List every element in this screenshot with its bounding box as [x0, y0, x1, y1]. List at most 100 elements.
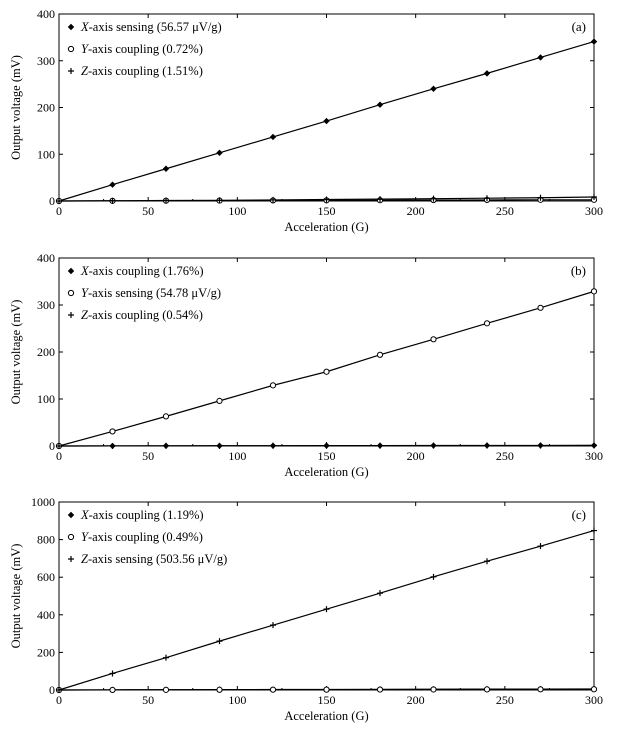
legend-marker-z [68, 68, 74, 74]
y-tick-label: 800 [37, 533, 55, 547]
chart-panel-b: 0 50 100 150 200 250 300 0 100 200 300 400 Accelerat… [9, 251, 603, 479]
data-point-y [537, 686, 544, 693]
data-point-y [376, 351, 384, 358]
chart-panel-c: 0 50 100 150 200 250 300 0 200 400 600 800 1000 Accel… [9, 495, 603, 723]
x-axis-label: Acceleration (G) [284, 709, 368, 723]
data-point-x [537, 54, 544, 61]
y-tick-label: 300 [37, 298, 55, 312]
data-point-y [590, 686, 598, 693]
data-point-z [377, 590, 383, 597]
data-point-z [56, 687, 62, 693]
data-point-y [109, 686, 116, 694]
data-point-z [484, 442, 490, 449]
y-tick-label: 0 [49, 683, 55, 697]
legend-entry-x: X-axis coupling (1.19%) [80, 508, 204, 522]
data-point-y [323, 368, 330, 375]
data-point-y [323, 686, 330, 693]
data-point-z [430, 195, 437, 202]
legend-entry-y: Y-axis coupling (0.72%) [81, 42, 203, 56]
x-tick-label: 300 [585, 204, 603, 218]
x-tick-label: 200 [407, 693, 425, 707]
y-axis-label: Output voltage (mV) [9, 55, 23, 160]
x-tick-label: 300 [585, 693, 603, 707]
data-point-z [109, 197, 116, 204]
y-tick-label: 100 [37, 147, 55, 161]
data-point-z [163, 442, 169, 449]
data-point-z [323, 606, 330, 613]
data-point-z [109, 670, 116, 677]
data-point-z [270, 196, 276, 203]
data-point-z [591, 194, 597, 201]
data-point-y [376, 686, 384, 693]
panel-label: (c) [572, 507, 586, 522]
data-point-z [163, 197, 169, 204]
x-tick-label: 0 [56, 693, 62, 707]
x-axis-label: Acceleration (G) [284, 220, 368, 234]
data-point-x [376, 101, 384, 108]
y-tick-label: 200 [37, 101, 55, 115]
legend-marker-y [67, 45, 75, 53]
data-point-z [270, 622, 276, 629]
x-tick-label: 50 [142, 693, 154, 707]
x-tick-label: 200 [407, 449, 425, 463]
data-point-y [216, 397, 223, 404]
data-point-z [323, 196, 330, 203]
data-point-y [590, 288, 598, 295]
legend-marker-x [67, 267, 75, 275]
data-point-y [483, 686, 491, 693]
chart-panel-a: 0 50 100 150 200 250 300 0 100 200 300 400 Accelerat… [9, 7, 603, 234]
legend-entry-z: Z-axis coupling (1.51%) [81, 64, 203, 78]
data-point-z [537, 194, 544, 201]
legend-entry-x: X-axis coupling (1.76%) [80, 264, 204, 278]
y-tick-label: 600 [37, 570, 55, 584]
y-tick-label: 300 [37, 54, 55, 68]
x-tick-label: 0 [56, 204, 62, 218]
x-tick-label: 0 [56, 449, 62, 463]
data-point-x [162, 165, 170, 172]
y-tick-label: 200 [37, 345, 55, 359]
data-point-z [216, 197, 223, 204]
data-point-z [216, 442, 223, 449]
legend-marker-x [67, 511, 75, 519]
legend-marker-y [67, 533, 75, 541]
y-tick-label: 400 [37, 608, 55, 622]
x-tick-label: 100 [228, 449, 246, 463]
x-tick-label: 250 [496, 693, 514, 707]
legend-marker-z [68, 312, 74, 318]
y-axis-label: Output voltage (mV) [9, 544, 23, 649]
y-tick-label: 400 [37, 251, 55, 265]
data-point-z [591, 527, 597, 534]
panel-label: (b) [571, 263, 586, 278]
x-tick-label: 100 [228, 204, 246, 218]
data-point-z [323, 442, 330, 449]
y-tick-label: 0 [49, 194, 55, 208]
x-tick-label: 50 [142, 449, 154, 463]
data-point-z [163, 654, 169, 661]
y-tick-label: 200 [37, 645, 55, 659]
data-point-z [430, 573, 437, 580]
x-tick-label: 50 [142, 204, 154, 218]
data-point-z [484, 558, 490, 565]
data-point-y [162, 686, 170, 693]
data-point-x [323, 117, 330, 125]
x-tick-label: 150 [318, 204, 336, 218]
x-tick-label: 200 [407, 204, 425, 218]
data-point-z [537, 543, 544, 550]
y-tick-label: 100 [37, 392, 55, 406]
y-tick-label: 1000 [31, 495, 55, 509]
legend-marker-z [68, 556, 74, 562]
data-point-z [56, 198, 62, 204]
x-tick-label: 300 [585, 449, 603, 463]
x-tick-label: 150 [318, 449, 336, 463]
data-point-z [537, 442, 544, 449]
data-point-z [270, 442, 276, 449]
data-point-x [109, 181, 116, 188]
x-tick-label: 100 [228, 693, 246, 707]
data-point-z [377, 196, 383, 203]
legend-entry-y: Y-axis coupling (0.49%) [81, 530, 203, 544]
data-point-z [430, 442, 437, 449]
data-point-y [162, 413, 170, 420]
y-tick-label: 400 [37, 7, 55, 21]
data-point-y [430, 686, 437, 693]
